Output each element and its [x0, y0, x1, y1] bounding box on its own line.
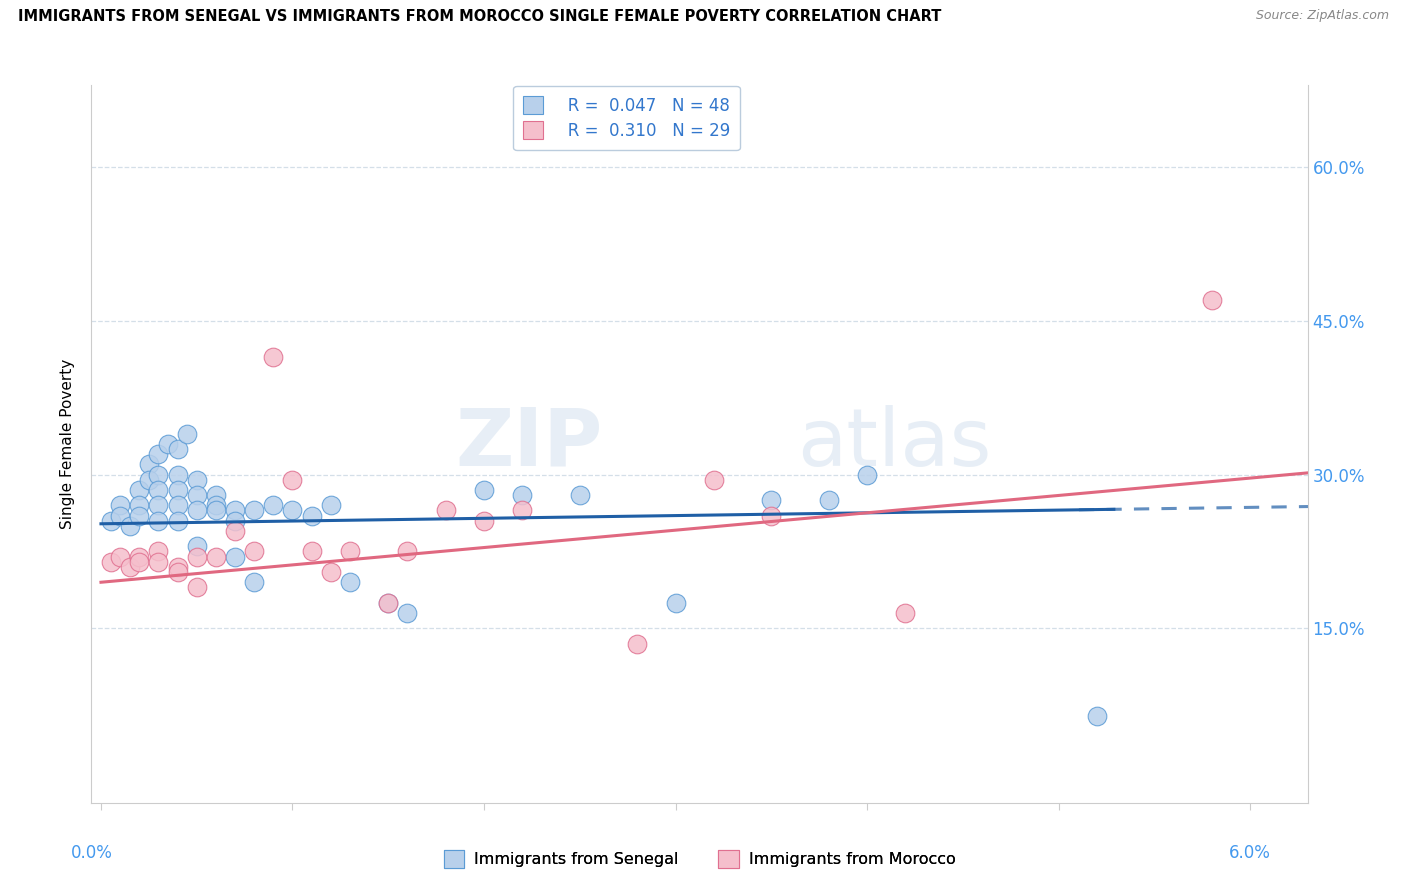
Point	[319, 498, 342, 512]
Point	[205, 488, 228, 502]
Point	[128, 555, 150, 569]
Point	[510, 503, 533, 517]
Point	[118, 560, 141, 574]
Point	[339, 575, 361, 590]
Point	[472, 483, 495, 497]
Point	[243, 575, 266, 590]
Point	[128, 498, 150, 512]
Point	[224, 514, 246, 528]
Point	[626, 637, 648, 651]
Point	[108, 498, 131, 512]
Point	[166, 565, 188, 579]
Point	[108, 549, 131, 564]
Point	[856, 467, 879, 482]
Point	[205, 498, 228, 512]
Point	[148, 555, 170, 569]
Point	[156, 437, 179, 451]
Point	[166, 442, 188, 456]
Point	[148, 483, 170, 497]
Point	[186, 488, 208, 502]
Point	[166, 560, 188, 574]
Text: 6.0%: 6.0%	[1229, 844, 1271, 862]
Point	[138, 458, 160, 472]
Legend: Immigrants from Senegal, Immigrants from Morocco: Immigrants from Senegal, Immigrants from…	[434, 841, 965, 878]
Point	[166, 514, 188, 528]
Point	[894, 606, 917, 620]
Point	[281, 473, 304, 487]
Point	[138, 473, 160, 487]
Point	[128, 483, 150, 497]
Point	[186, 549, 208, 564]
Point	[510, 488, 533, 502]
Point	[262, 350, 284, 364]
Point	[166, 467, 188, 482]
Point	[664, 596, 686, 610]
Point	[339, 544, 361, 558]
Point	[100, 514, 122, 528]
Y-axis label: Single Female Poverty: Single Female Poverty	[60, 359, 76, 529]
Point	[186, 539, 208, 553]
Point	[301, 508, 323, 523]
Point	[761, 508, 783, 523]
Point	[224, 503, 246, 517]
Text: atlas: atlas	[797, 405, 991, 483]
Point	[166, 498, 188, 512]
Point	[1085, 708, 1108, 723]
Point	[377, 596, 399, 610]
Point	[1201, 293, 1223, 308]
Point	[148, 514, 170, 528]
Point	[396, 544, 419, 558]
Point	[176, 426, 198, 441]
Point	[205, 549, 228, 564]
Point	[205, 503, 228, 517]
Point	[166, 483, 188, 497]
Text: IMMIGRANTS FROM SENEGAL VS IMMIGRANTS FROM MOROCCO SINGLE FEMALE POVERTY CORRELA: IMMIGRANTS FROM SENEGAL VS IMMIGRANTS FR…	[18, 9, 942, 24]
Point	[262, 498, 284, 512]
Point	[100, 555, 122, 569]
Point	[434, 503, 457, 517]
Point	[224, 524, 246, 538]
Point	[148, 498, 170, 512]
Point	[319, 565, 342, 579]
Point	[396, 606, 419, 620]
Point	[128, 549, 150, 564]
Point	[108, 508, 131, 523]
Point	[568, 488, 591, 502]
Text: 0.0%: 0.0%	[70, 844, 112, 862]
Point	[224, 549, 246, 564]
Point	[186, 503, 208, 517]
Point	[377, 596, 399, 610]
Text: Source: ZipAtlas.com: Source: ZipAtlas.com	[1256, 9, 1389, 22]
Point	[703, 473, 725, 487]
Point	[243, 544, 266, 558]
Point	[148, 447, 170, 461]
Point	[128, 508, 150, 523]
Text: ZIP: ZIP	[456, 405, 602, 483]
Point	[281, 503, 304, 517]
Point	[148, 467, 170, 482]
Point	[817, 493, 839, 508]
Point	[472, 514, 495, 528]
Point	[761, 493, 783, 508]
Point	[186, 473, 208, 487]
Point	[301, 544, 323, 558]
Point	[148, 544, 170, 558]
Point	[243, 503, 266, 517]
Point	[118, 519, 141, 533]
Point	[186, 581, 208, 595]
